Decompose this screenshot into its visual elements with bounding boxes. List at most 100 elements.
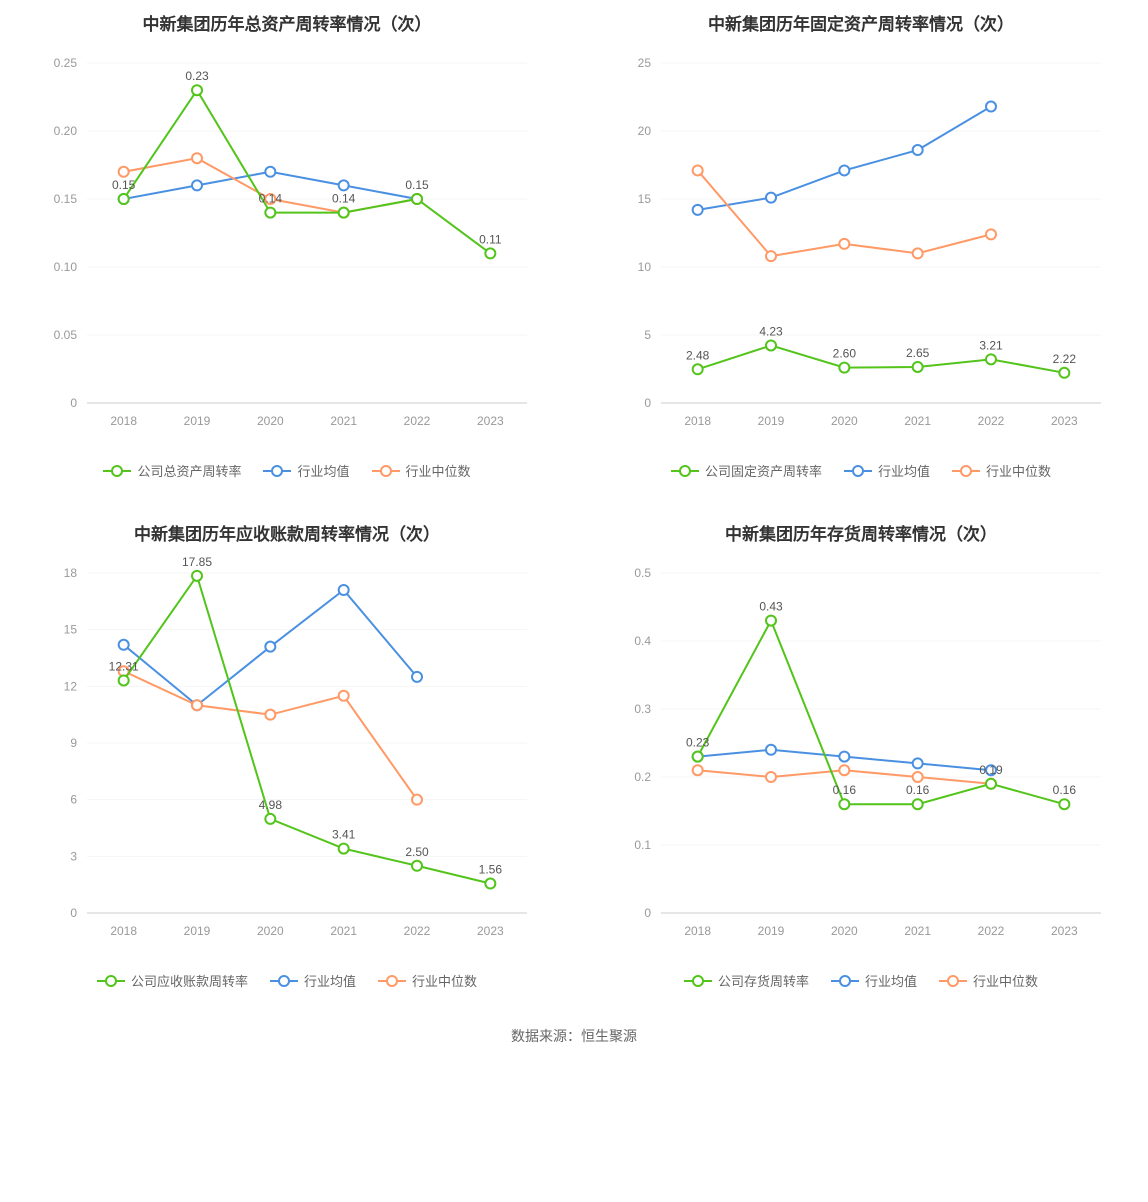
series-marker-avg bbox=[265, 167, 275, 177]
chart-cell-inventory-turnover: 中新集团历年存货周转率情况（次）00.10.20.30.40.520182019… bbox=[594, 520, 1128, 990]
legend-item-company: 公司固定资产周转率 bbox=[671, 461, 822, 480]
y-tick-label: 20 bbox=[638, 124, 652, 138]
series-marker-avg bbox=[839, 165, 849, 175]
series-marker-avg bbox=[766, 745, 776, 755]
legend-swatch-icon bbox=[263, 464, 291, 478]
legend-label: 行业中位数 bbox=[973, 971, 1038, 990]
legend: 公司应收账款周转率行业均值行业中位数 bbox=[97, 971, 477, 990]
data-label: 4.23 bbox=[759, 324, 783, 338]
legend-swatch-icon bbox=[372, 464, 400, 478]
data-label: 2.60 bbox=[833, 347, 857, 361]
series-marker-avg bbox=[192, 180, 202, 190]
chart-title: 中新集团历年应收账款周转率情况（次） bbox=[134, 520, 440, 545]
series-marker-avg bbox=[339, 585, 349, 595]
x-tick-label: 2021 bbox=[330, 924, 357, 938]
series-line-company bbox=[124, 90, 491, 253]
data-label: 1.56 bbox=[479, 863, 503, 877]
legend-swatch-icon bbox=[684, 974, 712, 988]
series-marker-company bbox=[192, 85, 202, 95]
y-tick-label: 25 bbox=[638, 56, 652, 70]
legend-item-median: 行业中位数 bbox=[372, 461, 471, 480]
data-label: 0.23 bbox=[185, 69, 209, 83]
series-marker-avg bbox=[119, 640, 129, 650]
chart-cell-total-asset-turnover: 中新集团历年总资产周转率情况（次）00.050.100.150.200.2520… bbox=[20, 10, 554, 480]
data-label: 2.65 bbox=[906, 346, 930, 360]
legend-swatch-icon bbox=[831, 974, 859, 988]
series-marker-company bbox=[339, 208, 349, 218]
x-tick-label: 2018 bbox=[684, 924, 711, 938]
data-label: 12.31 bbox=[109, 659, 139, 673]
x-tick-label: 2023 bbox=[477, 924, 504, 938]
legend-item-avg: 行业均值 bbox=[263, 461, 349, 480]
series-marker-company bbox=[766, 340, 776, 350]
x-tick-label: 2018 bbox=[684, 414, 711, 428]
series-line-company bbox=[698, 345, 1065, 372]
legend-item-avg: 行业均值 bbox=[844, 461, 930, 480]
series-marker-company bbox=[693, 752, 703, 762]
chart-fixed-asset-turnover: 05101520252018201920202021202220232.484.… bbox=[601, 43, 1121, 443]
data-label: 0.16 bbox=[833, 783, 857, 797]
chart-cell-fixed-asset-turnover: 中新集团历年固定资产周转率情况（次）0510152025201820192020… bbox=[594, 10, 1128, 480]
y-tick-label: 0.1 bbox=[634, 838, 651, 852]
x-tick-label: 2023 bbox=[477, 414, 504, 428]
series-marker-company bbox=[986, 354, 996, 364]
x-tick-label: 2021 bbox=[904, 924, 931, 938]
series-marker-median bbox=[766, 251, 776, 261]
data-label: 0.14 bbox=[332, 192, 356, 206]
series-marker-company bbox=[119, 675, 129, 685]
x-tick-label: 2019 bbox=[758, 924, 785, 938]
legend: 公司总资产周转率行业均值行业中位数 bbox=[103, 461, 470, 480]
y-tick-label: 0.05 bbox=[54, 328, 78, 342]
series-marker-avg bbox=[986, 102, 996, 112]
chart-title: 中新集团历年固定资产周转率情况（次） bbox=[708, 10, 1014, 35]
legend-swatch-icon bbox=[270, 974, 298, 988]
series-marker-company bbox=[485, 879, 495, 889]
data-label: 2.22 bbox=[1053, 352, 1077, 366]
legend-item-median: 行业中位数 bbox=[378, 971, 477, 990]
series-marker-company bbox=[485, 248, 495, 258]
x-tick-label: 2020 bbox=[257, 414, 284, 428]
y-tick-label: 0.2 bbox=[634, 770, 651, 784]
series-marker-company bbox=[265, 208, 275, 218]
data-label: 17.85 bbox=[182, 555, 212, 569]
legend-item-avg: 行业均值 bbox=[831, 971, 917, 990]
series-line-median bbox=[124, 671, 417, 799]
chart-cell-receivables-turnover: 中新集团历年应收账款周转率情况（次）0369121518201820192020… bbox=[20, 520, 554, 990]
legend-swatch-icon bbox=[952, 464, 980, 478]
legend-swatch-icon bbox=[378, 974, 406, 988]
x-tick-label: 2023 bbox=[1051, 414, 1078, 428]
series-marker-company bbox=[986, 779, 996, 789]
data-label: 0.16 bbox=[906, 783, 930, 797]
series-marker-company bbox=[693, 364, 703, 374]
legend-label: 公司固定资产周转率 bbox=[705, 461, 822, 480]
series-marker-company bbox=[913, 362, 923, 372]
series-marker-median bbox=[839, 765, 849, 775]
series-marker-median bbox=[192, 700, 202, 710]
y-tick-label: 5 bbox=[644, 328, 651, 342]
data-label: 2.48 bbox=[686, 348, 710, 362]
x-tick-label: 2020 bbox=[257, 924, 284, 938]
series-marker-company bbox=[839, 799, 849, 809]
data-label: 0.15 bbox=[405, 178, 429, 192]
y-tick-label: 0.10 bbox=[54, 260, 78, 274]
chart-dashboard: 中新集团历年总资产周转率情况（次）00.050.100.150.200.2520… bbox=[0, 0, 1148, 1076]
chart-inventory-turnover: 00.10.20.30.40.5201820192020202120222023… bbox=[601, 553, 1121, 953]
legend-label: 公司存货周转率 bbox=[718, 971, 809, 990]
y-tick-label: 0 bbox=[70, 906, 77, 920]
series-line-avg bbox=[698, 107, 991, 210]
y-tick-label: 0.15 bbox=[54, 192, 78, 206]
series-marker-company bbox=[1059, 799, 1069, 809]
chart-grid: 中新集团历年总资产周转率情况（次）00.050.100.150.200.2520… bbox=[20, 10, 1128, 990]
legend-item-company: 公司存货周转率 bbox=[684, 971, 809, 990]
chart-receivables-turnover: 036912151820182019202020212022202312.311… bbox=[27, 553, 547, 953]
legend-swatch-icon bbox=[844, 464, 872, 478]
data-label: 3.21 bbox=[979, 338, 1003, 352]
series-marker-avg bbox=[339, 180, 349, 190]
x-tick-label: 2018 bbox=[110, 924, 137, 938]
data-label: 0.23 bbox=[686, 736, 710, 750]
series-marker-company bbox=[412, 861, 422, 871]
series-line-company bbox=[124, 576, 491, 884]
series-marker-median bbox=[693, 165, 703, 175]
x-tick-label: 2022 bbox=[978, 414, 1005, 428]
series-marker-median bbox=[192, 153, 202, 163]
